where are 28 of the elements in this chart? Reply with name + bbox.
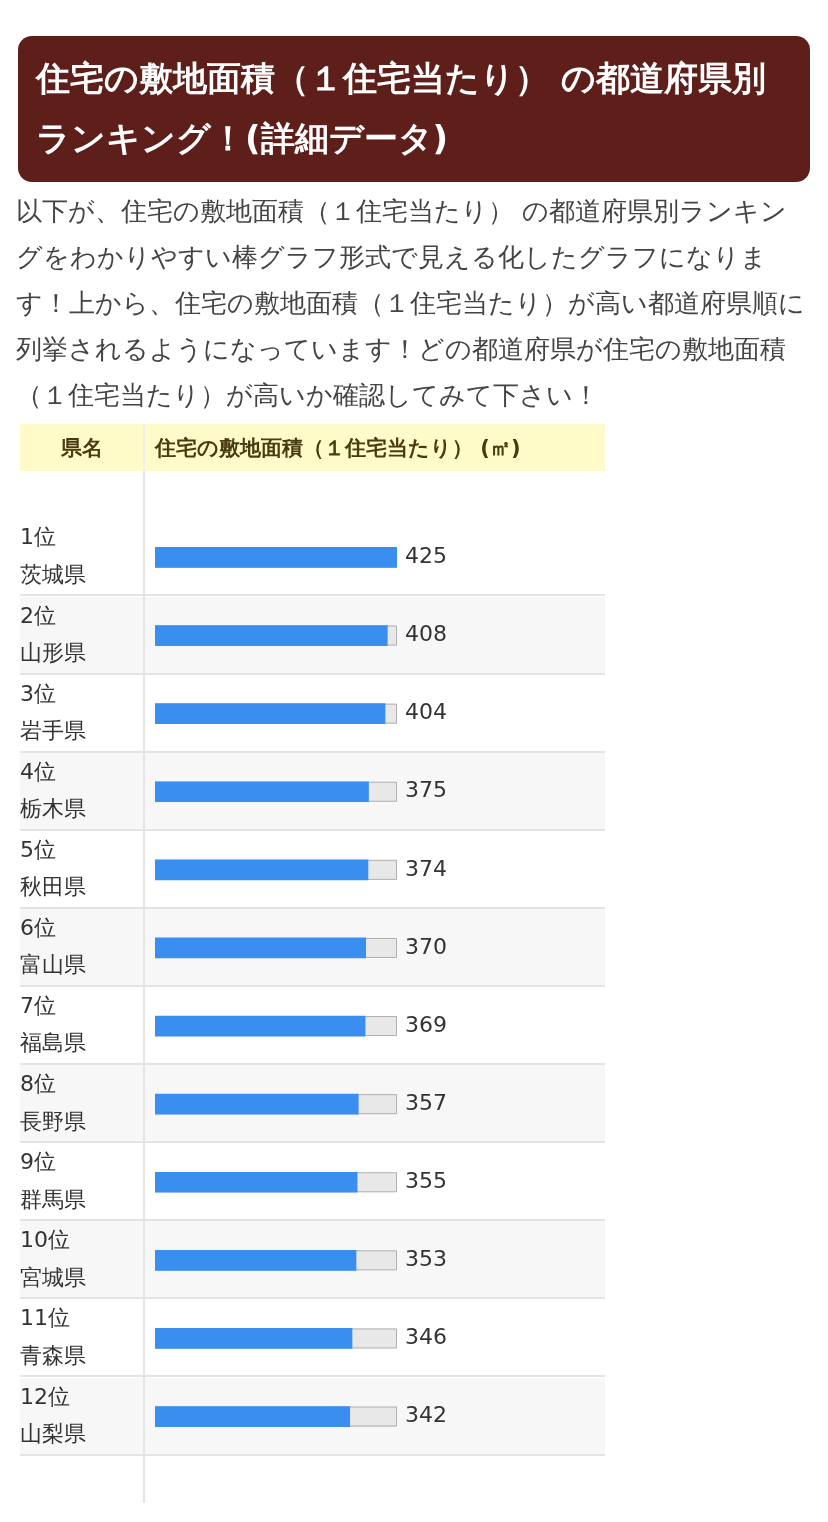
data-label: 353 [405, 1246, 447, 1272]
data-label: 375 [405, 777, 447, 803]
y-tick-label: 4位栃木県 [20, 758, 86, 822]
y-tick-label: 10位宮城県 [20, 1227, 86, 1290]
y-tick-label: 9位群馬県 [20, 1149, 86, 1212]
y-tick-label: 8位長野県 [20, 1071, 86, 1134]
data-label: 346 [405, 1324, 447, 1350]
chart-title: 住宅の敷地面積（１住宅当たり） の都道府県別ランキング！(詳細データ) [18, 36, 810, 182]
data-label: 374 [405, 855, 447, 881]
y-axis-title: 県名 [20, 424, 145, 471]
y-tick-label: 11位青森県 [20, 1305, 86, 1368]
y-tick-label: 5位秋田県 [20, 836, 86, 900]
chart-subtitle: 以下が、住宅の敷地面積（１住宅当たり） の都道府県別ランキングをわかりやすい棒グラフ形式で見える化したグラフになります！上から、住宅の敷地面積（１住宅当たり）が高い都道府県順に列挙されるようになっています！どの都道府県が住宅の敷地面積（１住宅当たり）が高いか確認してみて下さい！ [16, 195, 806, 412]
data-label: 370 [405, 933, 447, 959]
data-label: 342 [405, 1402, 447, 1428]
data-label: 404 [405, 699, 447, 725]
y-tick-label: 3位岩手県 [20, 680, 86, 744]
y-tick-label: 2位山形県 [20, 602, 86, 665]
data-label: 357 [405, 1089, 447, 1115]
data-label: 408 [405, 621, 447, 647]
y-tick-label: 6位富山県 [20, 914, 86, 978]
data-label: 355 [405, 1167, 447, 1193]
data-label: 369 [405, 1011, 447, 1037]
y-tick-label: 1位茨城県 [20, 524, 86, 587]
data-label: 425 [405, 543, 447, 569]
x-axis-title: 住宅の敷地面積（１住宅当たり） (㎡) [153, 434, 521, 462]
y-tick-label: 12位山梨県 [20, 1383, 86, 1446]
y-tick-label: 7位福島県 [20, 993, 86, 1056]
